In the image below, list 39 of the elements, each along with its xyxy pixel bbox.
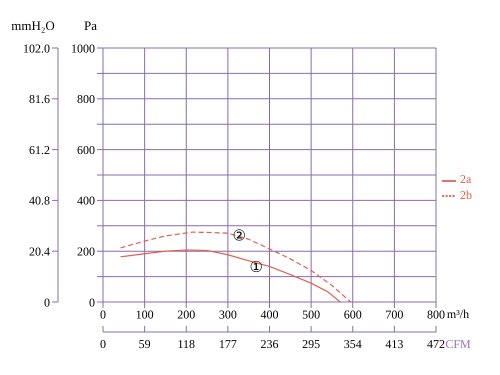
y2-axis-title: mmH₂O	[11, 18, 55, 33]
x-tick-label: 400	[260, 308, 278, 322]
y2-tick-label: 40.8	[29, 194, 50, 208]
y2-tick-label: 102.0	[23, 41, 50, 56]
x-axis-title: m³/h	[446, 307, 470, 321]
x2-tick-label: 354	[344, 337, 362, 351]
x2-axis-title: CFM	[445, 337, 471, 351]
x2-tick-label: 295	[302, 337, 320, 351]
annotation: ②	[232, 228, 246, 244]
x-tick-label: 100	[136, 308, 154, 322]
y2-tick-label: 20.4	[29, 244, 50, 258]
x-tick-label: 700	[385, 308, 404, 322]
x-tick-label: 800	[427, 308, 445, 322]
x-tick-label: 0	[100, 308, 106, 322]
y-axis-title: Pa	[84, 18, 98, 33]
x-tick-label: 500	[302, 308, 320, 322]
x-tick-label: 600	[344, 308, 362, 322]
y2-tick-label: 81.6	[29, 92, 50, 106]
x-tick-label: 200	[177, 308, 196, 322]
y-tick-label: 800	[77, 92, 95, 106]
y-tick-label: 600	[77, 142, 95, 157]
x2-tick-label: 118	[177, 337, 196, 351]
y-tick-label: 400	[77, 194, 95, 208]
y-tick-label: 1000	[71, 41, 95, 56]
line-series	[120, 249, 341, 302]
annotation: ①	[250, 260, 263, 276]
x2-tick-label: 236	[260, 337, 278, 351]
legend-label: 2a	[460, 172, 472, 186]
x2-tick-label: 472	[427, 337, 445, 351]
y2-tick-label: 61.2	[29, 142, 50, 157]
legend-label: 2b	[460, 188, 472, 202]
y2-tick-label: 0	[44, 295, 50, 310]
x2-tick-label: 413	[385, 337, 404, 351]
x2-tick-label: 177	[218, 337, 237, 351]
x2-tick-label: 59	[138, 337, 151, 351]
x2-tick-label: 0	[100, 337, 106, 351]
y-tick-label: 200	[77, 244, 95, 258]
y-tick-label: 0	[89, 295, 95, 310]
x-tick-label: 300	[218, 308, 237, 322]
